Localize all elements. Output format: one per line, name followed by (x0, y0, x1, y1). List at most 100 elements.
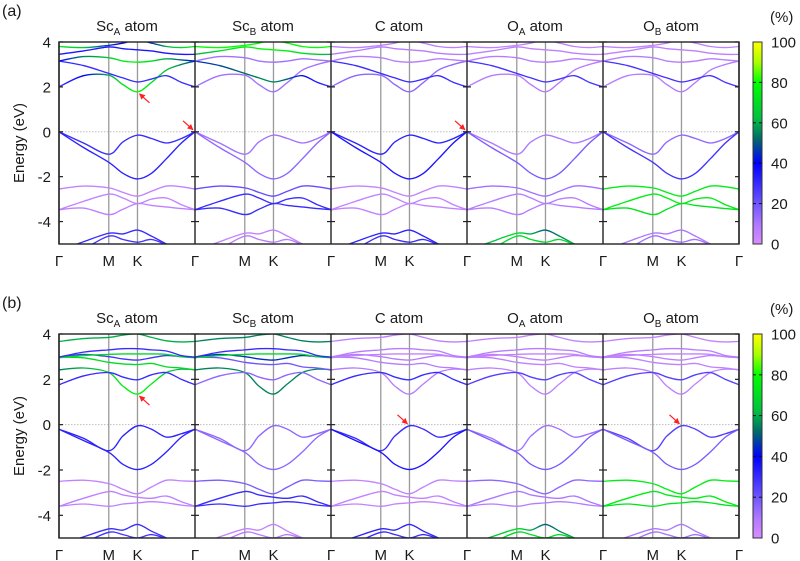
band-l1-sc-a (59, 185, 196, 197)
band-v2-sc-a (59, 131, 196, 180)
band-c5-sc-a (59, 42, 196, 49)
band-c3-o-b (602, 55, 739, 63)
y-tick-label: 2 (43, 372, 51, 389)
band-v2-o-a (466, 428, 604, 471)
colorbar-tick-label: 60 (771, 115, 788, 132)
band-l3-o-b (602, 501, 739, 507)
x-tick-label: Γ (735, 253, 743, 270)
band-c5-c (330, 353, 468, 359)
band-v1-o-a (466, 424, 604, 452)
band-c2-sc-a (59, 371, 196, 386)
band-c6-o-a (466, 334, 604, 343)
band-c3-sc-a (59, 55, 196, 63)
subplot-title-element: O (643, 18, 655, 35)
band-c2-c (330, 371, 468, 386)
band-c1-o-b (602, 60, 739, 93)
band-b1-c (347, 229, 440, 244)
band-c3-sc-b (194, 55, 332, 63)
band-l2-c (330, 490, 468, 507)
band-c3-c (330, 55, 468, 63)
x-tick-label: Γ (599, 547, 607, 561)
colorbar-tick-label: 40 (771, 449, 788, 466)
band-l1-o-a (466, 185, 604, 197)
colorbar-tick-label: 100 (771, 327, 796, 344)
x-tick-label: K (404, 253, 414, 270)
x-tick-label: M (647, 253, 660, 270)
subplot-title: OA atom (507, 18, 563, 38)
x-tick-label: Γ (191, 253, 199, 270)
subplot-title: ScA atom (96, 18, 158, 38)
band-c3-sc-b (194, 356, 332, 371)
x-tick-label: Γ (55, 253, 63, 270)
band-c3-c (330, 356, 468, 371)
band-v1-o-b (602, 424, 739, 452)
band-b1-sc-a (77, 523, 169, 538)
subplot-title-suffix: atom (256, 310, 294, 327)
y-axis-label: Energy (eV) (11, 396, 28, 476)
x-tick-label: K (404, 547, 414, 561)
band-l2-sc-a (59, 490, 196, 507)
band-b2-c (363, 235, 438, 244)
band-v1-c (330, 131, 468, 155)
band-c5-o-a (466, 353, 604, 359)
subplot-title-suffix: atom (386, 18, 424, 35)
x-tick-label: K (676, 547, 686, 561)
subplot-title-suffix: atom (525, 18, 563, 35)
band-b2-sc-a (91, 235, 166, 244)
band-l2-sc-b (194, 490, 332, 507)
colorbar-b: 100 80 60 40 20 0 (%) (752, 301, 796, 548)
x-tick-label: Γ (191, 547, 199, 561)
plots: (a)Energy (eV)420-2-4Γ M K Γ M K Γ M K Γ M K Γ M K ΓScA… (2, 3, 743, 561)
bands (59, 334, 739, 538)
band-b2-sc-a (92, 531, 166, 538)
subplot-title: C atom (375, 18, 423, 35)
band-l1-o-a (466, 479, 604, 495)
band-l3-o-a (466, 501, 604, 507)
annotation-arrow (397, 414, 408, 425)
band-b1-sc-b (211, 229, 304, 244)
band-l2-o-a (466, 490, 604, 507)
band-c3-o-a (466, 55, 604, 63)
band-c4-sc-b (194, 46, 332, 56)
colorbar-tick-label: 20 (771, 490, 788, 507)
y-tick-label: -2 (38, 463, 51, 480)
colorbar-gradient (752, 333, 763, 539)
band-b2-sc-b (228, 531, 302, 538)
band-c4-o-a (466, 46, 604, 56)
y-tick-label: -4 (38, 214, 51, 231)
subplot-title: ScA atom (96, 310, 158, 330)
annotation-arrow (139, 93, 150, 104)
band-l3-o-b (602, 202, 739, 216)
band-c6-c (330, 334, 468, 343)
colorbar-tick-label: 60 (771, 408, 788, 425)
subplot-title-subscript: B (250, 319, 257, 330)
x-tick-label: Γ (463, 547, 471, 561)
colorbar-tick-label: 100 (771, 35, 796, 52)
subplot-title: ScB atom (232, 18, 294, 38)
y-tick-label: -2 (38, 169, 51, 186)
x-tick-label: K (540, 253, 550, 270)
x-tick-label: Γ (599, 253, 607, 270)
band-b1-sc-b (213, 523, 305, 538)
band-b2-c (364, 531, 438, 538)
subplot-title: C atom (375, 310, 423, 327)
x-tick-label: M (103, 253, 116, 270)
x-tick-label: Γ (463, 253, 471, 270)
band-c7-o-a (466, 347, 604, 358)
x-tick-label: M (375, 253, 388, 270)
y-tick-label: 0 (43, 124, 51, 141)
band-c5-o-b (602, 353, 739, 359)
band-b1-sc-a (75, 229, 168, 244)
band-v2-o-b (602, 131, 739, 180)
x-tick-label: Γ (327, 253, 335, 270)
subplot-title-element: Sc (96, 310, 114, 327)
band-v1-sc-b (194, 131, 332, 155)
subplot-title-element: C (375, 18, 386, 35)
band-c4-sc-a (59, 46, 196, 56)
colorbar-unit-label: (%) (770, 301, 793, 318)
band-v2-sc-a (59, 428, 196, 471)
band-v1-c (330, 424, 468, 452)
y-axis-label: Energy (eV) (11, 103, 28, 183)
band-c1-o-a (466, 367, 604, 395)
